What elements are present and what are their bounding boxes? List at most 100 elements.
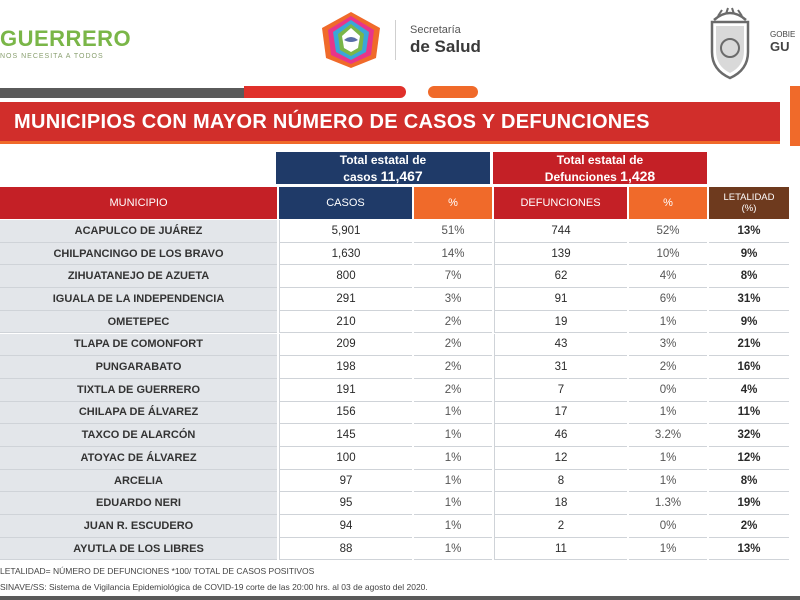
col-pct-def: % — [629, 187, 707, 219]
cell-defunciones: 46 — [494, 424, 627, 447]
cell-municipio: ARCELIA — [0, 469, 277, 493]
cell-casos: 156 — [279, 401, 412, 425]
cell-municipio: TIXTLA DE GUERRERO — [0, 378, 277, 402]
decor-footer-bar — [0, 596, 800, 600]
decor-side-tab — [790, 86, 800, 146]
cell-casos: 198 — [279, 356, 412, 379]
cell-pct-def: 1.3% — [629, 492, 707, 516]
cell-casos: 209 — [279, 333, 412, 357]
cell-pct-def: 3% — [629, 333, 707, 357]
col-letalidad: LETALIDAD (%) — [709, 187, 789, 219]
cell-casos: 145 — [279, 424, 412, 447]
cell-defunciones: 744 — [494, 220, 627, 243]
cell-casos: 97 — [279, 469, 412, 493]
cell-letalidad: 13% — [709, 537, 789, 561]
cell-pct-casos: 1% — [414, 447, 492, 470]
cell-pct-casos: 1% — [414, 537, 492, 561]
total-defunciones-box: Total estatal de Defunciones 1,428 — [493, 152, 707, 184]
table-row: TIXTLA DE GUERRERO 191 2% 7 0% 4% — [0, 378, 790, 402]
total-def-value: 1,428 — [620, 168, 656, 184]
cell-municipio: JUAN R. ESCUDERO — [0, 515, 277, 538]
table-row: JUAN R. ESCUDERO 94 1% 2 0% 2% — [0, 515, 790, 538]
salud-emblem-icon — [322, 12, 380, 68]
header-divider — [395, 20, 396, 60]
cell-pct-def: 52% — [629, 220, 707, 243]
cell-pct-def: 1% — [629, 447, 707, 470]
col-casos: CASOS — [279, 187, 412, 219]
cell-pct-def: 0% — [629, 378, 707, 402]
table-row: ZIHUATANEJO DE AZUETA 800 7% 62 4% 8% — [0, 265, 790, 289]
table-header-row: MUNICIPIO CASOS % DEFUNCIONES % LETALIDA… — [0, 187, 790, 219]
cell-pct-def: 6% — [629, 288, 707, 311]
total-casos-label2: casos — [343, 170, 378, 184]
cell-municipio: IGUALA DE LA INDEPENDENCIA — [0, 288, 277, 311]
cell-pct-def: 3.2% — [629, 424, 707, 447]
decor-bar-grey — [0, 88, 244, 98]
cell-defunciones: 2 — [494, 515, 627, 538]
cell-municipio: TAXCO DE ALARCÓN — [0, 424, 277, 447]
cell-letalidad: 19% — [709, 492, 789, 516]
cell-pct-casos: 3% — [414, 288, 492, 311]
cell-letalidad: 4% — [709, 378, 789, 402]
table-row: ARCELIA 97 1% 8 1% 8% — [0, 469, 790, 493]
table-row: ACAPULCO DE JUÁREZ 5,901 51% 744 52% 13% — [0, 220, 790, 243]
cell-defunciones: 31 — [494, 356, 627, 379]
source-note: SINAVE/SS: Sistema de Vigilancia Epidemi… — [0, 582, 428, 592]
cell-pct-casos: 1% — [414, 492, 492, 516]
col-letalidad-line1: LETALIDAD — [723, 192, 775, 203]
decor-bar-red — [244, 86, 406, 98]
page-header: GUERRERO NOS NECESITA A TODOS Secretaría… — [0, 0, 800, 84]
total-def-label2: Defunciones — [544, 170, 617, 184]
cell-casos: 291 — [279, 288, 412, 311]
cell-casos: 800 — [279, 265, 412, 289]
cell-pct-def: 1% — [629, 469, 707, 493]
cell-defunciones: 43 — [494, 333, 627, 357]
cell-pct-casos: 1% — [414, 424, 492, 447]
secretaria-line1: Secretaría — [410, 24, 461, 36]
secretaria-de-salud: Secretaría de Salud — [410, 24, 481, 57]
cell-letalidad: 21% — [709, 333, 789, 357]
cell-letalidad: 9% — [709, 242, 789, 266]
table-row: AYUTLA DE LOS LIBRES 88 1% 11 1% 13% — [0, 537, 790, 561]
cell-pct-def: 1% — [629, 537, 707, 561]
col-letalidad-line2: (%) — [741, 203, 757, 214]
cell-municipio: ACAPULCO DE JUÁREZ — [0, 220, 277, 243]
cell-casos: 191 — [279, 378, 412, 402]
table-row: OMETEPEC 210 2% 19 1% 9% — [0, 310, 790, 334]
gobierno-text: GOBIE GU — [770, 30, 795, 54]
cell-letalidad: 11% — [709, 401, 789, 425]
decor-bar-orange — [428, 86, 478, 98]
cell-letalidad: 32% — [709, 424, 789, 447]
cell-defunciones: 19 — [494, 310, 627, 334]
guerrero-logo: GUERRERO NOS NECESITA A TODOS — [0, 26, 131, 60]
cell-pct-casos: 2% — [414, 333, 492, 357]
cell-casos: 100 — [279, 447, 412, 470]
cell-pct-def: 10% — [629, 242, 707, 266]
cell-municipio: EDUARDO NERI — [0, 492, 277, 516]
cell-letalidad: 16% — [709, 356, 789, 379]
cell-letalidad: 9% — [709, 310, 789, 334]
cell-municipio: CHILPANCINGO DE LOS BRAVO — [0, 242, 277, 266]
cell-municipio: ATOYAC DE ÁLVAREZ — [0, 447, 277, 470]
cell-casos: 95 — [279, 492, 412, 516]
table-row: CHILPANCINGO DE LOS BRAVO 1,630 14% 139 10% 9… — [0, 242, 790, 266]
table-row: TAXCO DE ALARCÓN 145 1% 46 3.2% 32% — [0, 424, 790, 447]
total-casos-box: Total estatal de casos 11,467 — [276, 152, 490, 184]
cell-defunciones: 8 — [494, 469, 627, 493]
total-def-label: Total estatal de — [556, 153, 644, 167]
page-title: MUNICIPIOS CON MAYOR NÚMERO DE CASOS Y D… — [14, 111, 650, 133]
cell-pct-casos: 1% — [414, 469, 492, 493]
col-pct-casos: % — [414, 187, 492, 219]
title-banner: MUNICIPIOS CON MAYOR NÚMERO DE CASOS Y D… — [0, 102, 780, 144]
table-row: CHILAPA DE ÁLVAREZ 156 1% 17 1% 11% — [0, 401, 790, 425]
gobierno-line1: GOBIE — [770, 30, 796, 39]
table-row: EDUARDO NERI 95 1% 18 1.3% 19% — [0, 492, 790, 516]
letalidad-note: LETALIDAD= NÚMERO DE DEFUNCIONES *100/ T… — [0, 566, 315, 576]
brand-name: GUERRERO — [0, 26, 132, 51]
table-row: ATOYAC DE ÁLVAREZ 100 1% 12 1% 12% — [0, 447, 790, 470]
cell-municipio: TLAPA DE COMONFORT — [0, 333, 277, 357]
cell-municipio: ZIHUATANEJO DE AZUETA — [0, 265, 277, 289]
cell-pct-def: 2% — [629, 356, 707, 379]
cell-pct-casos: 1% — [414, 515, 492, 538]
cell-letalidad: 8% — [709, 265, 789, 289]
